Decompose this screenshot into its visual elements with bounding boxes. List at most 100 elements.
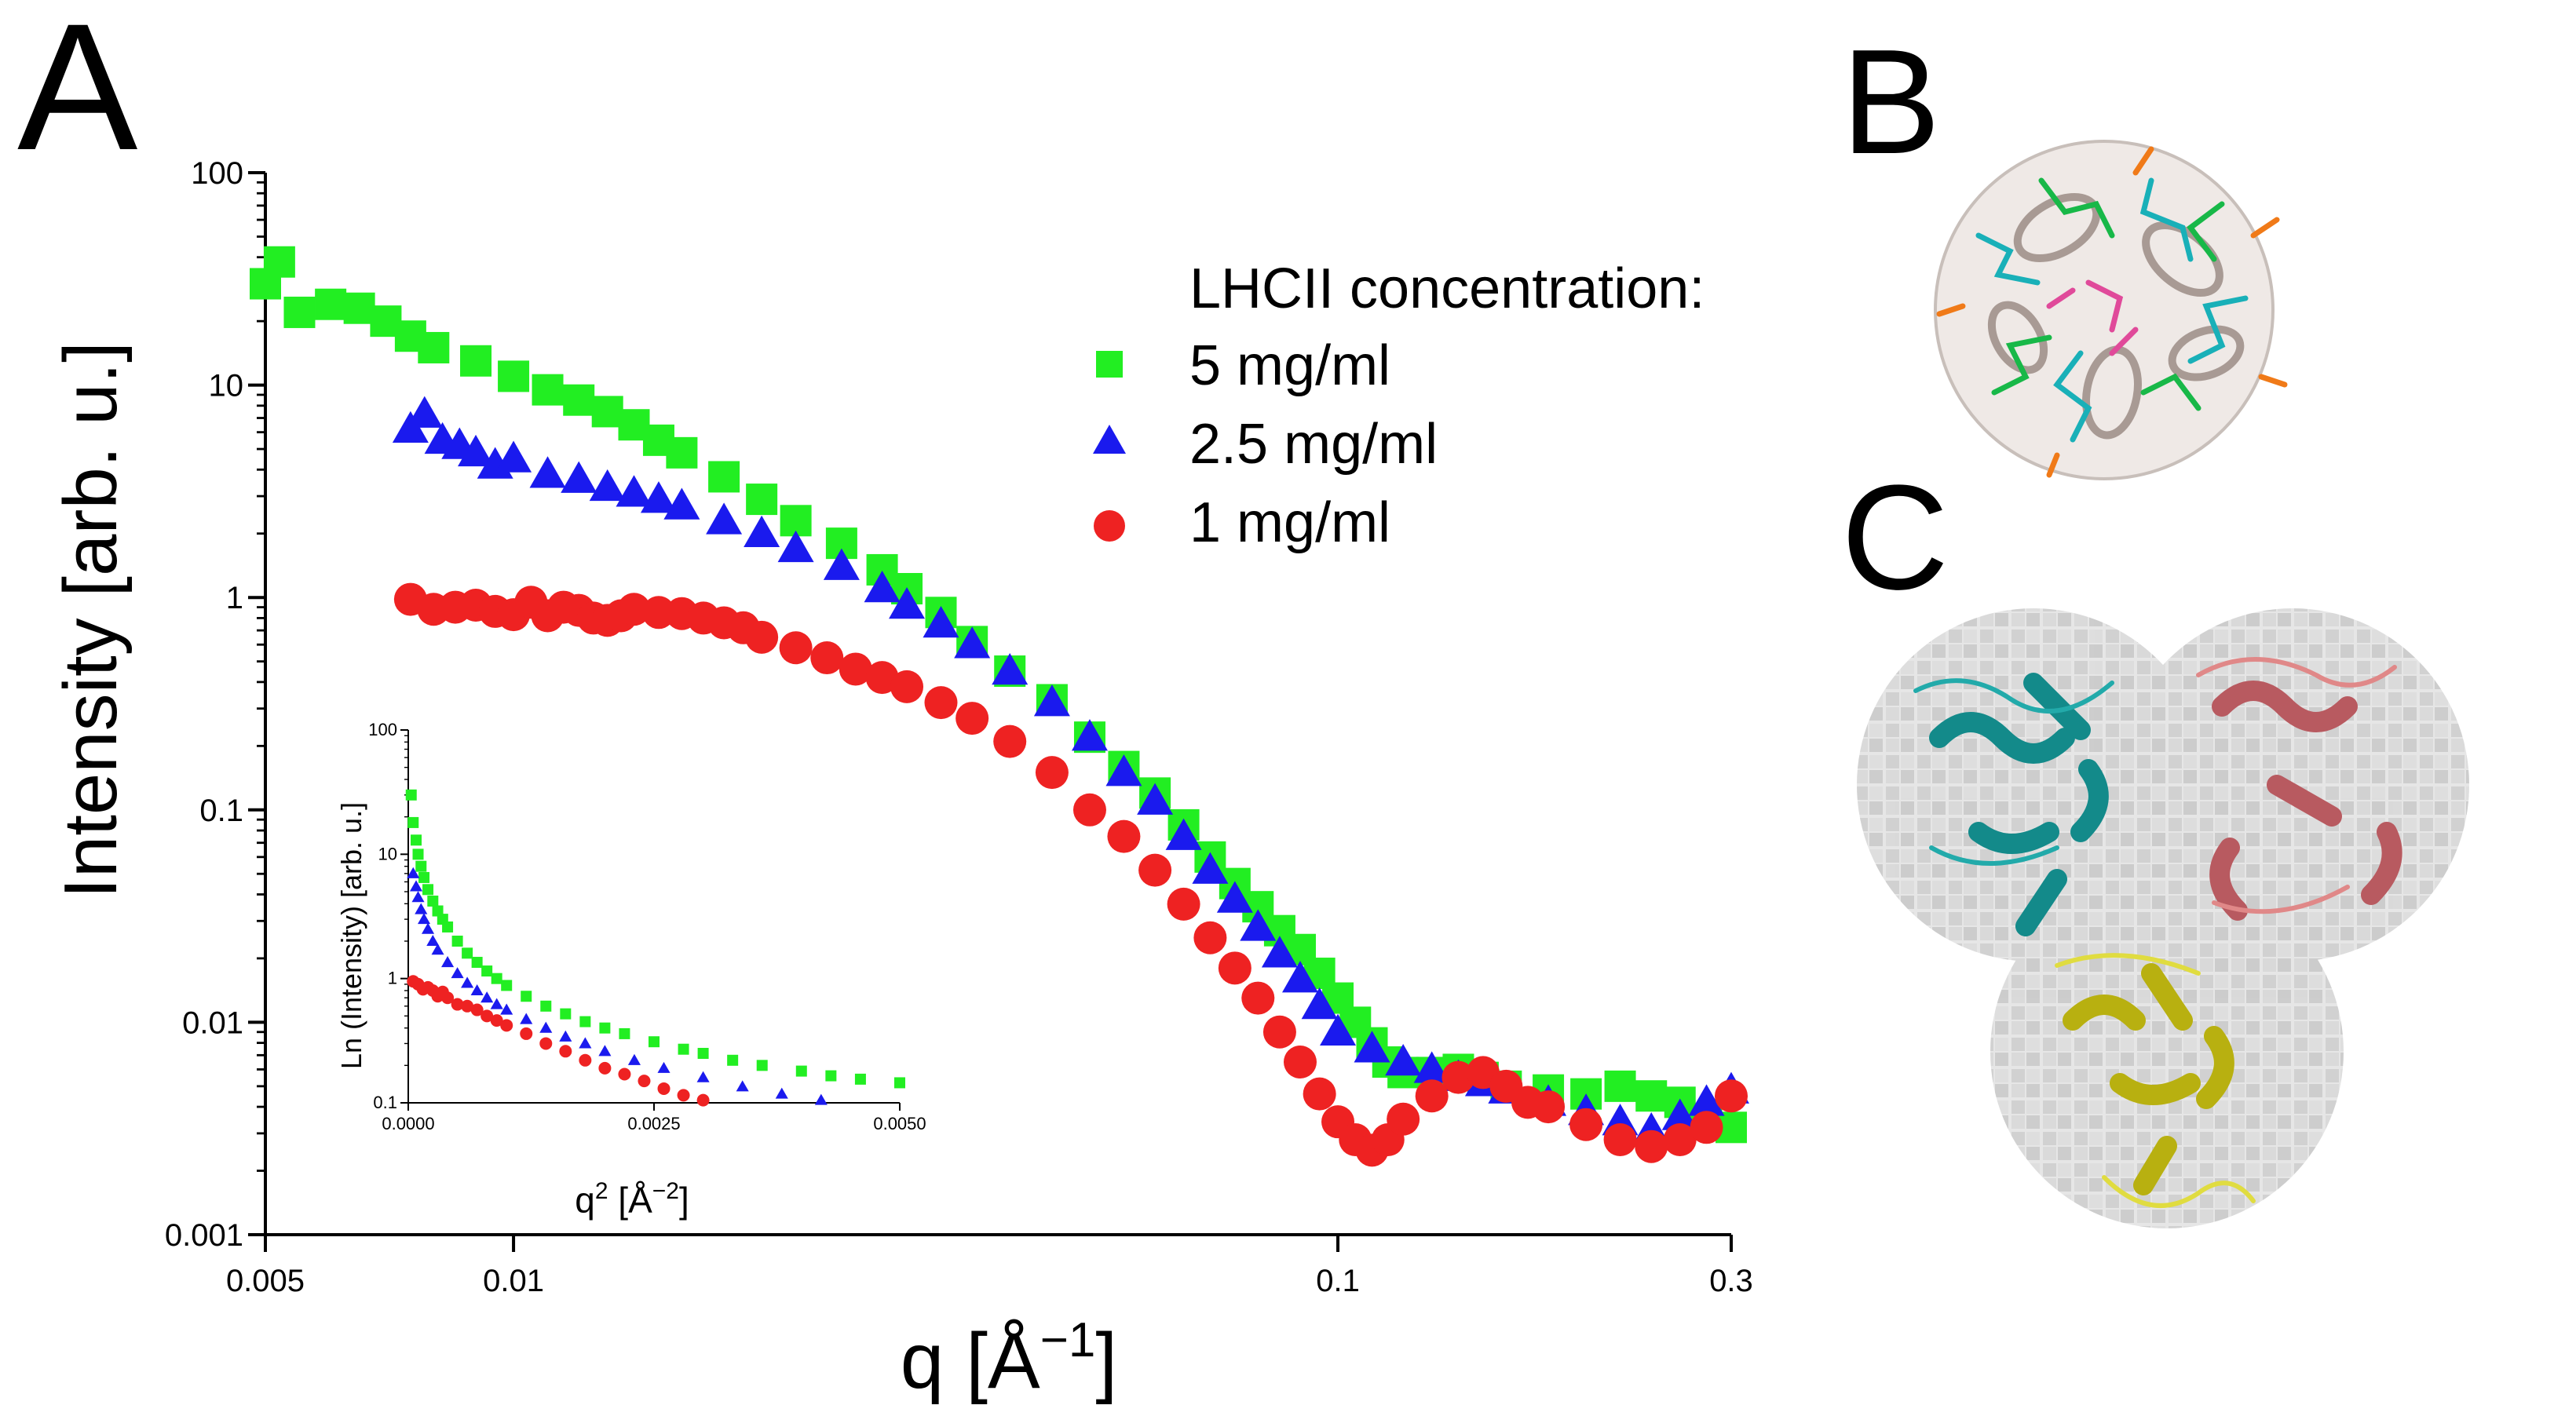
series-1-mg-ml — [393, 582, 1748, 1167]
data-point — [1387, 1102, 1420, 1136]
series-2-5-mg-ml — [392, 396, 1749, 1144]
inset-data-point — [638, 1075, 651, 1088]
data-point — [1635, 1080, 1668, 1112]
main-y-tick-label: 0.01 — [182, 1005, 243, 1040]
inset-data-point — [677, 1089, 690, 1102]
inset-data-point — [696, 1071, 710, 1082]
data-point — [744, 515, 780, 547]
data-point — [406, 396, 443, 428]
data-point — [1167, 887, 1200, 921]
data-point — [1105, 754, 1142, 786]
data-point — [746, 484, 778, 516]
data-point — [616, 475, 652, 507]
inset-data-point — [619, 1027, 630, 1039]
main-y-tick-labels: 0.001 0.01 0.1 1 10 100 — [165, 156, 243, 1253]
inset-data-point — [417, 913, 431, 925]
data-point — [617, 593, 651, 626]
data-point — [1690, 1111, 1723, 1144]
inset-data-point — [462, 947, 473, 959]
data-point — [810, 641, 844, 675]
inset-data-point — [814, 1093, 828, 1105]
inset-data-point — [894, 1077, 905, 1089]
data-point — [495, 440, 532, 473]
data-point — [1303, 1077, 1336, 1111]
inset-data-point — [461, 976, 474, 988]
inset-data-point — [405, 789, 417, 801]
inset-data-point — [756, 1060, 768, 1071]
inset-data-point — [415, 860, 427, 872]
data-point — [890, 670, 924, 703]
data-point — [1138, 853, 1172, 887]
data-point — [1688, 1084, 1725, 1116]
inset-x-tick-label: 0.0050 — [873, 1114, 926, 1133]
data-point — [1165, 818, 1202, 850]
inset-y-tick-label: 100 — [368, 720, 397, 739]
lhcii-aggregate-model-image — [1857, 608, 2469, 1228]
inset-data-point — [490, 998, 503, 1009]
main-x-tick-label: 0.3 — [1709, 1264, 1753, 1298]
data-point — [1137, 783, 1174, 815]
main-axes — [248, 171, 1733, 1252]
inset-data-point — [426, 934, 440, 947]
inset-data-point — [427, 895, 439, 907]
main-x-tick-labels: 0.005 0.01 0.1 0.3 — [226, 1264, 1753, 1298]
inset-data-point — [451, 936, 463, 947]
inset-data-point — [441, 991, 455, 1005]
data-point — [779, 631, 813, 665]
data-point — [532, 374, 564, 406]
data-point — [666, 436, 698, 469]
inset-series-5-mg-ml — [405, 789, 905, 1089]
inset-data-point — [407, 816, 419, 828]
data-point — [1216, 881, 1253, 913]
data-point — [1240, 909, 1277, 941]
inset-data-point — [649, 1036, 660, 1048]
inset-data-point — [501, 980, 513, 991]
main-y-tick-label: 1 — [226, 581, 243, 615]
data-point — [1071, 719, 1108, 751]
inset-data-point — [461, 999, 474, 1013]
data-point — [954, 626, 991, 659]
inset-guinier-chart: 0.0000 0.0025 0.0050 0.1 1 10 100 q2 [Å−… — [335, 720, 926, 1221]
data-point — [1241, 981, 1275, 1015]
inset-data-point — [415, 903, 428, 914]
panel-label-c: C — [1841, 454, 1949, 621]
inset-data-point — [599, 1022, 611, 1034]
data-point — [529, 456, 566, 488]
data-point — [1415, 1079, 1449, 1113]
legend-label: 5 mg/ml — [1189, 334, 1390, 397]
inset-data-point — [825, 1070, 837, 1082]
inset-data-point — [451, 998, 464, 1011]
data-point — [1715, 1079, 1748, 1113]
inset-data-point — [579, 1053, 592, 1067]
inset-data-point — [657, 1061, 670, 1073]
legend: LHCII concentration: 5 mg/ml 2.5 mg/ml 1… — [1093, 257, 1705, 554]
data-point — [839, 652, 872, 686]
inset-data-point — [480, 1009, 494, 1023]
data-point — [924, 686, 958, 720]
inset-data-point — [657, 1082, 670, 1095]
data-point — [1261, 936, 1298, 968]
inset-data-point — [431, 943, 444, 955]
inset-data-point — [854, 1073, 866, 1085]
inset-series-2-5-mg-ml — [407, 867, 828, 1105]
data-point — [1035, 756, 1069, 790]
inset-y-tick-label: 10 — [378, 844, 397, 863]
data-point — [923, 606, 959, 638]
data-point — [589, 469, 626, 502]
data-point — [706, 502, 743, 535]
panel-label-b: B — [1841, 19, 1941, 185]
inset-data-point — [481, 965, 493, 977]
main-x-tick-label: 0.01 — [483, 1264, 544, 1298]
data-point — [1072, 793, 1106, 827]
data-point — [561, 461, 597, 493]
data-point — [641, 596, 675, 630]
inset-data-point — [520, 1013, 533, 1024]
data-point — [263, 246, 295, 278]
data-point — [777, 530, 814, 563]
inset-data-point — [727, 1054, 739, 1066]
panel-label-a: A — [17, 0, 137, 188]
data-point — [1663, 1122, 1697, 1156]
data-point — [343, 292, 375, 324]
data-point — [1661, 1098, 1698, 1130]
data-point — [591, 396, 623, 428]
